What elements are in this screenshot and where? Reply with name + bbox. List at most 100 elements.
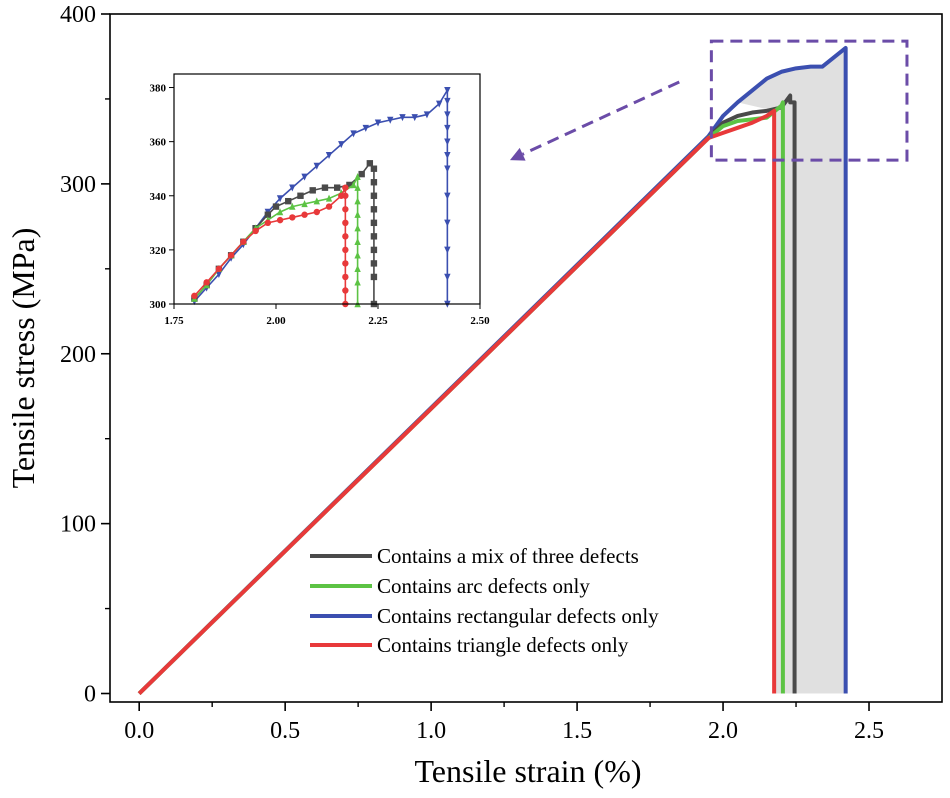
inset-point-contains-a-mix-of-three-defects bbox=[366, 160, 374, 167]
legend-label-arc: Contains arc defects only bbox=[377, 574, 590, 598]
inset-point-contains-triangle-defects-only bbox=[342, 219, 349, 227]
inset-point-contains-arc-defects-only bbox=[325, 194, 333, 202]
inset-point-contains-a-mix-of-three-defects bbox=[297, 192, 304, 199]
inset-point-contains-triangle-defects-only bbox=[313, 208, 320, 216]
inset-point-contains-triangle-defects-only bbox=[203, 279, 210, 286]
inset-point-contains-triangle-defects-only bbox=[342, 273, 349, 281]
inset-y-tick-label: 320 bbox=[150, 245, 167, 257]
series-line-contains-rectangular-defects-only bbox=[137, 45, 848, 695]
x-axis-title: Tensile strain (%) bbox=[414, 753, 641, 789]
inset-axis-ticks: 1.75 2.00 2.25 2.50 300 320 340 360 380 bbox=[150, 83, 491, 327]
inset-point-contains-a-mix-of-three-defects bbox=[370, 165, 378, 172]
inset-point-contains-arc-defects-only bbox=[354, 237, 361, 245]
inset-x-tick-label: 2.00 bbox=[266, 315, 286, 327]
inset-point-contains-a-mix-of-three-defects bbox=[346, 181, 353, 189]
inset-point-contains-a-mix-of-three-defects bbox=[370, 206, 378, 213]
inset-point-contains-arc-defects-only bbox=[350, 181, 357, 189]
inset-point-contains-triangle-defects-only bbox=[342, 246, 349, 254]
inset-point-contains-rectangular-defects-only bbox=[444, 111, 451, 119]
inset-point-contains-a-mix-of-three-defects bbox=[370, 273, 378, 281]
inset-point-contains-a-mix-of-three-defects bbox=[370, 260, 378, 267]
zoom-arrow-head bbox=[509, 147, 526, 161]
inset-point-contains-arc-defects-only bbox=[354, 251, 361, 259]
inset-point-contains-rectangular-defects-only bbox=[301, 173, 308, 181]
inset-point-contains-rectangular-defects-only bbox=[444, 165, 451, 173]
legend-label-mix: Contains a mix of three defects bbox=[377, 544, 639, 568]
inset-point-contains-arc-defects-only bbox=[354, 224, 361, 232]
inset-point-contains-triangle-defects-only bbox=[215, 265, 223, 273]
inset-point-contains-a-mix-of-three-defects bbox=[264, 211, 272, 218]
inset-point-contains-a-mix-of-three-defects bbox=[370, 192, 378, 199]
y-tick-label: 400 bbox=[60, 2, 96, 28]
x-tick-label: 0.0 bbox=[124, 718, 154, 744]
inset-point-contains-a-mix-of-three-defects bbox=[321, 184, 329, 191]
zoom-highlight-box bbox=[709, 39, 909, 162]
inset-point-contains-a-mix-of-three-defects bbox=[309, 187, 316, 194]
y-tick-label: 200 bbox=[60, 342, 96, 368]
inset-point-contains-rectangular-defects-only bbox=[444, 138, 451, 146]
inset-x-tick-label: 2.50 bbox=[470, 315, 490, 327]
inset-y-tick-label: 300 bbox=[150, 299, 167, 311]
inset-point-contains-a-mix-of-three-defects bbox=[272, 203, 280, 210]
shaded-failure-region bbox=[737, 47, 846, 694]
inset-point-contains-rectangular-defects-only bbox=[313, 162, 320, 170]
series-line-contains-arc-defects-only bbox=[137, 100, 785, 695]
inset-x-tick-label: 2.25 bbox=[368, 315, 388, 327]
inset-point-contains-rectangular-defects-only bbox=[362, 124, 369, 132]
inset-plot-layer bbox=[191, 87, 451, 308]
x-tick-label: 2.0 bbox=[708, 718, 738, 744]
legend-label-rect: Contains rectangular defects only bbox=[377, 604, 659, 628]
x-tick-label: 2.5 bbox=[854, 718, 884, 744]
inset-point-contains-triangle-defects-only bbox=[342, 192, 349, 199]
inset-point-contains-rectangular-defects-only bbox=[444, 273, 451, 281]
inset-y-tick-label: 340 bbox=[150, 191, 167, 203]
x-tick-label: 1.5 bbox=[562, 718, 592, 744]
inset-point-contains-rectangular-defects-only bbox=[289, 184, 296, 192]
inset-point-contains-rectangular-defects-only bbox=[399, 114, 406, 122]
inset-point-contains-triangle-defects-only bbox=[191, 292, 198, 300]
inset-point-contains-rectangular-defects-only bbox=[215, 271, 223, 279]
inset-point-contains-rectangular-defects-only bbox=[411, 114, 418, 122]
inset-point-contains-rectangular-defects-only bbox=[444, 97, 451, 105]
x-tick-label: 1.0 bbox=[416, 718, 446, 744]
inset-point-contains-triangle-defects-only bbox=[240, 238, 247, 245]
inset-y-tick-label: 360 bbox=[150, 137, 167, 149]
legend: Contains a mix of three defects Contains… bbox=[310, 544, 659, 657]
inset-point-contains-a-mix-of-three-defects bbox=[285, 197, 292, 205]
inset-y-tick-label: 380 bbox=[150, 83, 167, 95]
inset-point-contains-triangle-defects-only bbox=[325, 203, 333, 210]
inset-point-contains-arc-defects-only bbox=[354, 210, 361, 218]
inset-point-contains-arc-defects-only bbox=[354, 173, 361, 181]
inset-point-contains-triangle-defects-only bbox=[342, 206, 349, 213]
inset-point-contains-rectangular-defects-only bbox=[276, 195, 284, 203]
inset-point-contains-a-mix-of-three-defects bbox=[370, 179, 378, 186]
legend-label-tri: Contains triangle defects only bbox=[377, 633, 629, 657]
inset-point-contains-a-mix-of-three-defects bbox=[370, 233, 378, 240]
inset-point-contains-triangle-defects-only bbox=[252, 227, 259, 235]
inset-point-contains-rectangular-defects-only bbox=[444, 246, 451, 254]
main-plot-layer bbox=[137, 39, 909, 695]
y-tick-label: 100 bbox=[60, 512, 96, 538]
inset-point-contains-triangle-defects-only bbox=[289, 214, 296, 221]
inset-point-contains-triangle-defects-only bbox=[227, 252, 235, 259]
inset-point-contains-arc-defects-only bbox=[354, 197, 361, 205]
inset-x-tick-label: 1.75 bbox=[164, 315, 184, 327]
y-tick-label: 300 bbox=[60, 172, 96, 198]
inset-point-contains-rectangular-defects-only bbox=[444, 151, 451, 159]
inset-point-contains-arc-defects-only bbox=[301, 200, 308, 208]
inset-point-contains-a-mix-of-three-defects bbox=[370, 219, 378, 227]
inset-point-contains-rectangular-defects-only bbox=[436, 100, 443, 108]
inset-point-contains-triangle-defects-only bbox=[342, 287, 349, 294]
inset-point-contains-arc-defects-only bbox=[354, 265, 361, 273]
inset-point-contains-triangle-defects-only bbox=[342, 233, 349, 240]
y-tick-label: 0 bbox=[84, 682, 96, 708]
inset-point-contains-arc-defects-only bbox=[354, 183, 361, 191]
inset-point-contains-arc-defects-only bbox=[276, 208, 284, 216]
inset-point-contains-arc-defects-only bbox=[354, 278, 361, 286]
inset-point-contains-triangle-defects-only bbox=[342, 260, 349, 267]
inset-point-contains-arc-defects-only bbox=[289, 202, 296, 210]
inset-point-contains-rectangular-defects-only bbox=[423, 111, 431, 119]
inset-point-contains-rectangular-defects-only bbox=[444, 219, 451, 227]
